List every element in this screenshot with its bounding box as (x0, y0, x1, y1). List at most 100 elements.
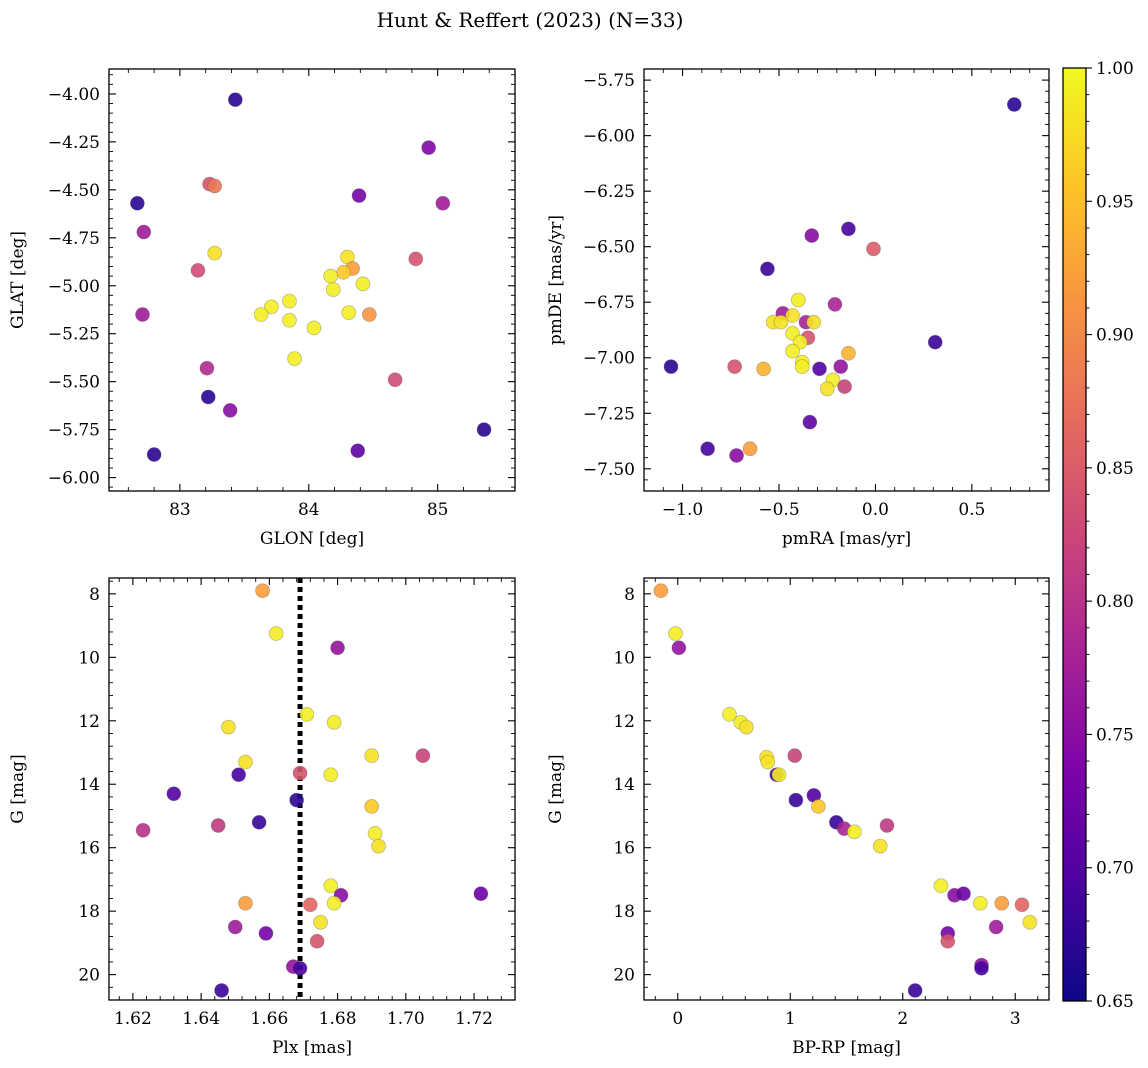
x-tick-label: 83 (169, 500, 191, 520)
scatter-point (326, 895, 342, 911)
x-tick-label: 0.0 (862, 500, 889, 520)
scatter-point (1022, 914, 1038, 930)
scatter-point (760, 261, 775, 277)
scatter-point (231, 767, 247, 783)
x-axis-label: Plx [mas] (272, 1038, 352, 1058)
x-tick-label: 3 (1010, 1009, 1021, 1029)
y-tick-label: 10 (613, 648, 635, 668)
x-tick-label: −0.5 (758, 500, 799, 520)
scatter-point (771, 767, 787, 783)
scatter-point (289, 792, 305, 808)
scatter-point (421, 140, 437, 156)
scatter-point (214, 983, 229, 998)
scatter-point (742, 441, 758, 457)
axes-frame (643, 577, 1050, 1001)
scatter-point (415, 748, 431, 764)
scatter-point (371, 838, 386, 854)
scatter-point (974, 960, 989, 976)
x-tick-label: 0 (672, 1009, 683, 1029)
scatter-point (306, 320, 322, 336)
scatter-point (668, 626, 683, 641)
y-tick-label: −4.75 (48, 229, 100, 249)
y-tick-label: 18 (78, 902, 100, 922)
figure-title: Hunt & Reffert (2023) (N=33) (377, 8, 684, 32)
y-tick-label: −6.50 (583, 238, 635, 258)
colorbar-tick-label: 0.95 (1096, 192, 1134, 212)
y-axis-label: G [mag] (546, 754, 566, 823)
scatter-point (866, 241, 881, 257)
y-tick-label: −5.25 (48, 325, 100, 345)
scatter-point (879, 818, 895, 833)
y-tick-label: 8 (624, 585, 635, 605)
scatter-point (727, 359, 743, 375)
panels: 83 84 85−6.00−5.75−5.50−5.25−5.00−4.75−4.5… (8, 68, 1050, 1058)
scatter-point (819, 381, 835, 397)
x-tick-label: 1.70 (387, 1009, 425, 1029)
scatter-point (325, 282, 341, 297)
colorbar-gradient (1062, 67, 1087, 1002)
y-tick-label: 10 (78, 648, 100, 668)
axes-frame (108, 68, 516, 492)
y-axis-label: G [mag] (8, 754, 28, 823)
scatter-point (323, 767, 339, 783)
scatter-point (760, 754, 776, 770)
scatter-point (292, 960, 308, 976)
scatter-point (207, 245, 223, 261)
scatter-point (806, 314, 822, 330)
scatter-point (787, 748, 803, 764)
scatter-point (299, 707, 315, 722)
x-tick-label: 1.68 (319, 1009, 357, 1029)
scatter-point (940, 933, 956, 949)
y-tick-label: −5.75 (583, 71, 635, 91)
y-tick-label: 16 (78, 839, 100, 859)
y-axis-label: GLAT [deg] (8, 231, 28, 329)
scatter-point (364, 799, 380, 814)
scatter-point (1006, 97, 1022, 112)
scatter-point (227, 919, 243, 935)
colorbar-tick-label: 0.75 (1096, 725, 1134, 745)
y-tick-label: 18 (613, 902, 635, 922)
panel-plx-g: 1.62 1.64 1.66 1.68 1.70 1.72 8 10 12 14 16 18 20 Plx… (8, 577, 516, 1058)
x-tick-label: 1.64 (182, 1009, 220, 1029)
x-tick-label: 0.5 (958, 500, 985, 520)
y-tick-label: −6.25 (583, 182, 635, 202)
scatter-point (263, 299, 279, 315)
colorbar-tick-label: 1.00 (1096, 59, 1134, 79)
scatter-points (653, 583, 1038, 998)
axes-frame (643, 68, 1050, 492)
scatter-point (302, 897, 318, 913)
scatter-point (841, 221, 856, 237)
y-tick-label: −7.25 (583, 404, 635, 424)
scatter-point (435, 195, 451, 211)
scatter-point (812, 361, 827, 377)
scatter-point (238, 754, 253, 770)
scatter-point (408, 251, 424, 267)
scatter-point (927, 334, 943, 350)
scatter-point (738, 719, 754, 735)
scatter-point (200, 389, 216, 405)
y-tick-label: −7.00 (583, 349, 635, 369)
scatter-point (653, 583, 669, 599)
colorbar: 0.65 0.70 0.75 0.80 0.85 0.90 0.95 1.00 (1062, 59, 1134, 1012)
scatter-point (222, 403, 238, 418)
scatter-point (788, 792, 804, 808)
scatter-point (802, 414, 818, 430)
scatter-point (351, 188, 367, 204)
colorbar-tick-label: 0.70 (1096, 859, 1134, 879)
scatter-points (663, 97, 1022, 463)
scatter-point (387, 372, 403, 388)
scatter-point (227, 92, 243, 108)
y-tick-label: −6.00 (583, 127, 635, 147)
y-tick-label: 12 (613, 712, 635, 732)
y-tick-label: −6.00 (48, 469, 100, 489)
scatter-points (135, 583, 489, 998)
scatter-point (238, 895, 253, 911)
scatter-point (323, 878, 339, 894)
y-tick-label: −4.50 (48, 181, 100, 201)
x-axis-label: BP-RP [mag] (792, 1038, 901, 1058)
colorbar-tick-label: 0.90 (1096, 326, 1134, 346)
x-tick-label: −1.0 (662, 500, 703, 520)
colorbar-tick-label: 0.80 (1096, 592, 1134, 612)
scatter-point (258, 925, 274, 941)
scatter-point (190, 263, 206, 278)
